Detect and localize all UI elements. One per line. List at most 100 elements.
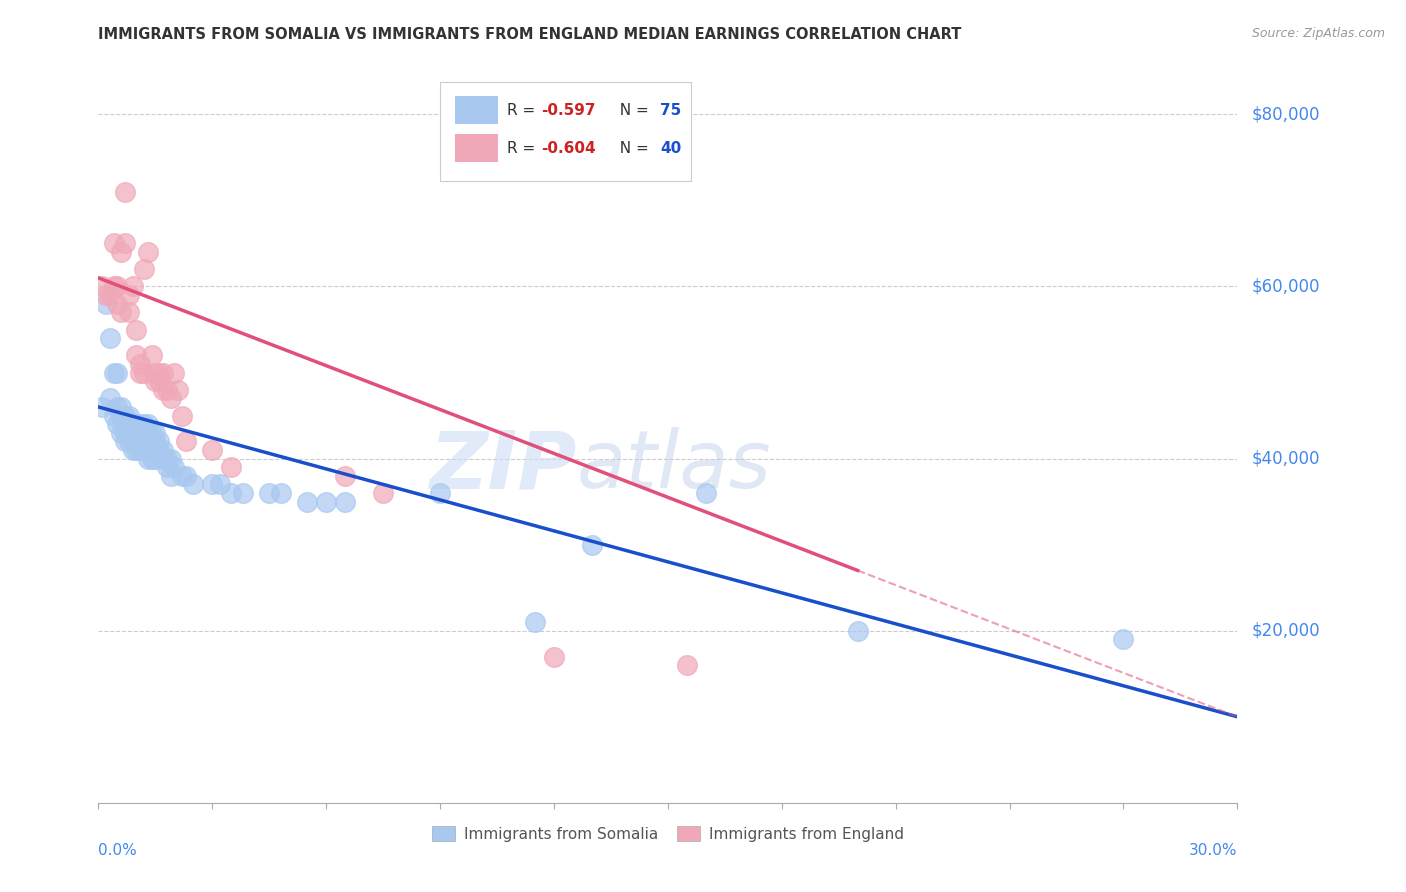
- Point: [221, 460, 243, 475]
- Text: N =: N =: [610, 141, 654, 156]
- Point: [141, 442, 163, 457]
- Point: [129, 357, 152, 371]
- Point: [695, 486, 717, 500]
- Text: $60,000: $60,000: [1251, 277, 1320, 295]
- Text: R =: R =: [508, 103, 540, 118]
- Point: [846, 624, 869, 638]
- Point: [129, 425, 152, 440]
- Point: [524, 615, 547, 629]
- FancyBboxPatch shape: [456, 135, 498, 162]
- Point: [110, 245, 132, 260]
- Point: [107, 279, 129, 293]
- Point: [98, 288, 121, 302]
- Point: [107, 296, 129, 310]
- Point: [297, 494, 319, 508]
- Point: [121, 417, 143, 432]
- Point: [259, 486, 281, 500]
- Point: [129, 442, 152, 457]
- Point: [107, 366, 129, 380]
- Point: [91, 400, 114, 414]
- Point: [103, 279, 125, 293]
- Point: [98, 331, 121, 345]
- Point: [121, 425, 143, 440]
- Point: [145, 442, 167, 457]
- Text: Source: ZipAtlas.com: Source: ZipAtlas.com: [1251, 27, 1385, 40]
- Point: [152, 366, 174, 380]
- Point: [110, 409, 132, 423]
- Point: [148, 366, 170, 380]
- Point: [136, 245, 159, 260]
- Point: [429, 486, 451, 500]
- Point: [118, 425, 141, 440]
- Point: [136, 425, 159, 440]
- Point: [159, 451, 181, 466]
- Point: [141, 348, 163, 362]
- Point: [145, 434, 167, 449]
- Point: [125, 434, 148, 449]
- Point: [141, 425, 163, 440]
- Point: [91, 279, 114, 293]
- Point: [170, 409, 193, 423]
- Point: [114, 425, 136, 440]
- Point: [145, 451, 167, 466]
- Point: [167, 383, 190, 397]
- Point: [183, 477, 205, 491]
- Point: [132, 442, 155, 457]
- Point: [676, 658, 699, 673]
- Text: -0.604: -0.604: [541, 141, 596, 156]
- Point: [129, 434, 152, 449]
- Point: [141, 451, 163, 466]
- Point: [152, 383, 174, 397]
- Point: [208, 477, 231, 491]
- Point: [221, 486, 243, 500]
- Point: [270, 486, 292, 500]
- Point: [110, 305, 132, 319]
- Point: [114, 417, 136, 432]
- Point: [114, 236, 136, 251]
- Point: [118, 434, 141, 449]
- Point: [232, 486, 254, 500]
- Point: [118, 417, 141, 432]
- Point: [145, 366, 167, 380]
- Point: [145, 374, 167, 388]
- Point: [156, 383, 179, 397]
- Legend: Immigrants from Somalia, Immigrants from England: Immigrants from Somalia, Immigrants from…: [426, 820, 910, 847]
- Point: [94, 296, 117, 310]
- Point: [103, 236, 125, 251]
- FancyBboxPatch shape: [440, 82, 690, 181]
- Point: [110, 425, 132, 440]
- Text: 30.0%: 30.0%: [1189, 843, 1237, 858]
- Point: [174, 468, 197, 483]
- Point: [1112, 632, 1135, 647]
- Point: [118, 305, 141, 319]
- Text: $80,000: $80,000: [1251, 105, 1320, 123]
- Point: [110, 400, 132, 414]
- Point: [141, 434, 163, 449]
- Text: $20,000: $20,000: [1251, 622, 1320, 640]
- FancyBboxPatch shape: [456, 96, 498, 124]
- Point: [98, 392, 121, 406]
- Text: atlas: atlas: [576, 427, 772, 506]
- Point: [129, 417, 152, 432]
- Point: [371, 486, 394, 500]
- Point: [145, 425, 167, 440]
- Point: [152, 442, 174, 457]
- Point: [201, 477, 224, 491]
- Point: [103, 366, 125, 380]
- Point: [159, 392, 181, 406]
- Point: [114, 409, 136, 423]
- Point: [136, 451, 159, 466]
- Point: [148, 442, 170, 457]
- Point: [125, 322, 148, 336]
- Point: [103, 409, 125, 423]
- Point: [315, 494, 337, 508]
- Text: N =: N =: [610, 103, 654, 118]
- Point: [163, 366, 186, 380]
- Point: [114, 434, 136, 449]
- Point: [114, 185, 136, 199]
- Point: [94, 288, 117, 302]
- Point: [107, 417, 129, 432]
- Point: [107, 400, 129, 414]
- Point: [581, 538, 603, 552]
- Point: [132, 417, 155, 432]
